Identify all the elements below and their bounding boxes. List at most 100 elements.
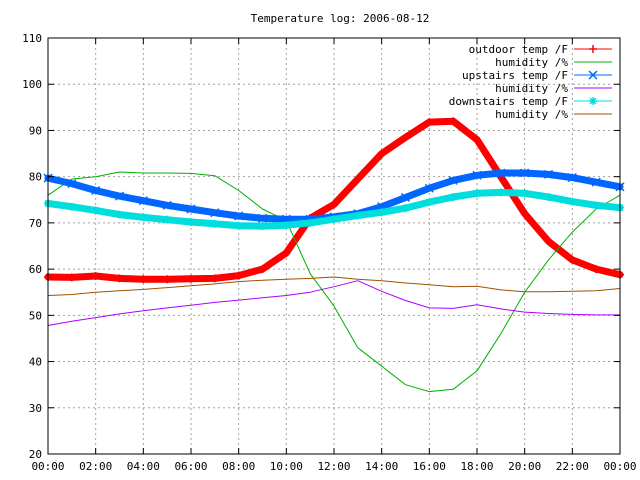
x-tick-label: 02:00 (79, 460, 112, 473)
legend-marker (589, 97, 597, 105)
data-point (258, 222, 267, 231)
data-point (91, 186, 101, 196)
series-5 (47, 276, 621, 296)
data-point (592, 265, 601, 274)
data-point (330, 200, 338, 209)
data-point (568, 197, 577, 206)
data-point (520, 209, 529, 218)
data-point (186, 204, 196, 214)
chart-title: Temperature log: 2006-08-12 (251, 12, 430, 25)
legend-label: humidity /% (495, 56, 568, 69)
y-tick-label: 70 (29, 217, 42, 230)
data-point (377, 208, 386, 217)
data-point (67, 273, 76, 282)
data-point (567, 173, 577, 183)
series-line (47, 276, 621, 296)
x-tick-label: 22:00 (556, 460, 589, 473)
data-point (449, 193, 458, 202)
y-tick-label: 60 (29, 263, 42, 276)
y-tick-label: 90 (29, 124, 42, 137)
series-3 (47, 280, 621, 326)
series-4 (44, 188, 624, 231)
x-tick-label: 18:00 (460, 460, 493, 473)
data-point (424, 183, 434, 193)
data-point (115, 210, 124, 219)
legend-label: upstairs temp /F (462, 69, 568, 82)
data-point (138, 196, 148, 206)
data-point (496, 188, 505, 197)
data-point (163, 215, 172, 224)
data-point (210, 208, 220, 218)
data-point (91, 272, 100, 281)
data-point (425, 118, 434, 127)
data-point (187, 217, 195, 226)
x-tick-label: 16:00 (413, 460, 446, 473)
data-point (210, 219, 219, 228)
data-point (282, 221, 291, 230)
data-point (258, 265, 267, 274)
data-point (449, 117, 458, 126)
data-point (544, 237, 553, 246)
y-tick-label: 20 (29, 448, 42, 461)
data-point (472, 170, 482, 180)
data-point (520, 189, 529, 198)
data-point (139, 275, 148, 284)
legend-marker (588, 70, 598, 80)
legend-label: humidity /% (495, 108, 568, 121)
data-point (67, 202, 76, 211)
x-tick-label: 12:00 (317, 460, 350, 473)
legend-label: outdoor temp /F (469, 43, 568, 56)
data-point (115, 274, 124, 283)
data-point (473, 189, 481, 198)
y-tick-label: 80 (29, 171, 42, 184)
data-point (139, 213, 148, 222)
data-point (592, 201, 601, 210)
data-point (91, 206, 100, 215)
y-tick-label: 50 (29, 309, 42, 322)
data-point (401, 133, 410, 142)
data-point (400, 192, 411, 202)
data-point (234, 271, 243, 280)
x-tick-label: 20:00 (508, 460, 541, 473)
data-point (591, 177, 601, 187)
y-tick-label: 40 (29, 356, 42, 369)
data-point (330, 215, 338, 224)
data-point (234, 211, 244, 221)
series-lines (43, 117, 625, 393)
y-tick-label: 100 (22, 78, 42, 91)
data-point (425, 198, 434, 207)
data-point (353, 174, 362, 183)
data-point (67, 179, 77, 189)
data-point (114, 191, 125, 201)
data-point (210, 274, 219, 283)
x-tick-label: 00:00 (31, 460, 64, 473)
data-point (568, 255, 577, 264)
legend-label: humidity /% (495, 82, 568, 95)
data-point (473, 135, 481, 144)
series-line (47, 280, 621, 326)
legend-label: downstairs temp /F (449, 95, 568, 108)
data-point (162, 200, 172, 210)
x-tick-label: 04:00 (127, 460, 160, 473)
data-point (496, 168, 506, 178)
data-point (520, 168, 530, 178)
x-tick-label: 00:00 (603, 460, 636, 473)
data-point (257, 213, 268, 223)
x-tick-label: 10:00 (270, 460, 303, 473)
y-tick-label: 30 (29, 402, 42, 415)
y-tick-label: 110 (22, 32, 42, 45)
legend-marker (589, 45, 597, 53)
axis-ticks: 20 30 40 50 60 70 80 90 100 110 00:00 02:00 04:00 06:… (22, 32, 636, 473)
data-point (544, 193, 553, 202)
x-tick-label: 08:00 (222, 460, 255, 473)
data-point (448, 175, 458, 185)
data-point (234, 221, 243, 230)
data-point (163, 275, 172, 284)
x-tick-label: 06:00 (174, 460, 207, 473)
data-point (282, 248, 291, 257)
data-point (187, 274, 195, 283)
data-point (401, 204, 410, 213)
x-tick-label: 14:00 (365, 460, 398, 473)
